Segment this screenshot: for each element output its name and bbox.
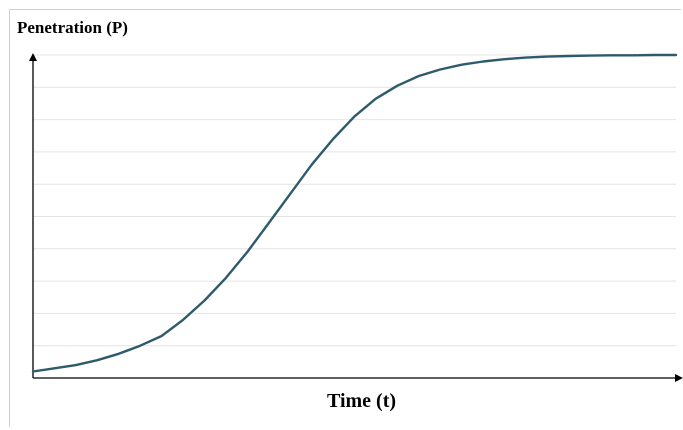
series-line (31, 53, 678, 373)
x-axis-label: Time (t) (326, 390, 397, 412)
chart-frame (9, 9, 681, 427)
y-axis-arrow (29, 53, 37, 61)
x-axis-arrow (675, 374, 683, 382)
y-axis-label: Penetration (P) (17, 18, 128, 37)
